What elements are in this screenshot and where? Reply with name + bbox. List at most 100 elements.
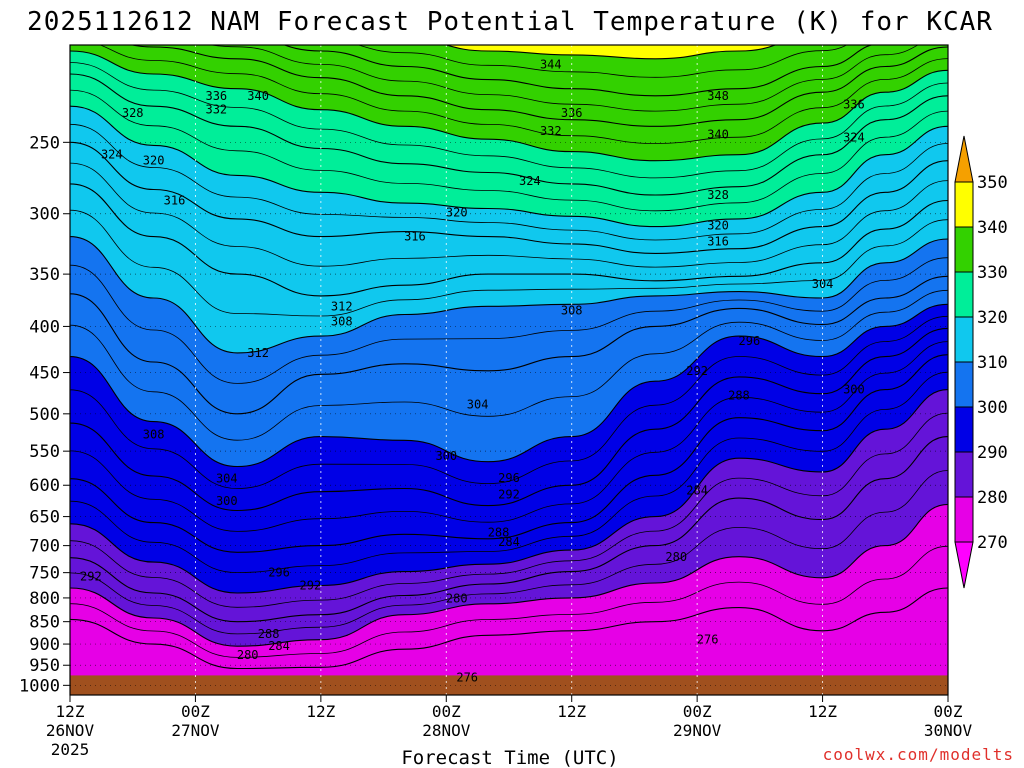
x-tick-date-36: 28NOV: [422, 721, 471, 740]
x-tick-date-0: 26NOV: [46, 721, 95, 740]
isentrope-276: [70, 587, 948, 670]
y-tick-label-850: 850: [29, 613, 60, 633]
ground-terrain: [70, 675, 948, 695]
isentrope-316: [70, 141, 948, 254]
isentrope-306: [70, 257, 948, 384]
contour-label-12: 320: [143, 154, 165, 168]
isentrope-304: [70, 275, 948, 415]
isentrope-278: [70, 545, 948, 658]
colorbar-label-290: 290: [977, 443, 1008, 463]
contour-label-20: 304: [812, 277, 834, 291]
x-tick-date-12: 27NOV: [171, 721, 220, 740]
x-tick-date-84: 30NOV: [924, 721, 973, 740]
y-axis: 2503003504004505005506006507007508008509…: [19, 133, 70, 696]
contour-label-6: 336: [843, 98, 865, 112]
contour-label-23: 308: [331, 314, 353, 328]
isentrope-334: [209, 45, 919, 112]
isentrope-282: [70, 470, 948, 635]
colorbar-swatch-320: [954, 271, 974, 318]
isentrope-286: [70, 412, 948, 608]
colorbar-label-310: 310: [977, 353, 1008, 373]
isentrope-330: [99, 45, 948, 144]
contour-label-31: 300: [435, 449, 457, 463]
colorbar-swatch-340: [954, 181, 974, 228]
isentrope-280: [70, 503, 948, 647]
isentrope-324: [70, 73, 948, 196]
contour-label-14: 328: [707, 188, 729, 202]
y-tick-label-650: 650: [29, 508, 60, 528]
y-tick-label-400: 400: [29, 317, 60, 337]
contour-label-37: 288: [488, 526, 510, 540]
colorbar-swatch-310: [954, 316, 974, 363]
x-tick-date-60: 29NOV: [673, 721, 722, 740]
isentrope-fill-276: [70, 588, 948, 695]
contour-label-1: 348: [707, 89, 729, 103]
x-tick-time-36: 00Z: [432, 702, 461, 721]
contour-label-24: 296: [739, 334, 761, 348]
x-tick-time-48: 12Z: [557, 702, 586, 721]
isentrope-300: [70, 303, 948, 468]
contour-label-17: 320: [707, 218, 729, 232]
colorbar-swatch-290: [954, 406, 974, 453]
y-tick-label-300: 300: [29, 205, 60, 225]
colorbar-label-350: 350: [977, 173, 1008, 193]
colorbar-swatch-330: [954, 226, 974, 273]
y-tick-label-500: 500: [29, 405, 60, 425]
contour-label-2: 340: [247, 89, 269, 103]
isentrope-338: [357, 45, 848, 78]
y-tick-label-350: 350: [29, 265, 60, 285]
contour-label-32: 296: [498, 471, 520, 485]
colorbar-swatch-270: [954, 496, 974, 543]
contour-label-42: 292: [300, 578, 322, 592]
contour-label-13: 324: [519, 174, 541, 188]
isentrope-326: [70, 62, 948, 179]
contour-label-43: 280: [446, 591, 468, 605]
contour-label-27: 300: [843, 383, 865, 397]
isentrope-288: [70, 389, 948, 594]
contour-label-33: 304: [216, 472, 238, 486]
x-tick-year-0: 2025: [51, 740, 90, 759]
contour-label-28: 288: [728, 388, 750, 402]
colorbar-over-arrow: [954, 135, 974, 183]
isentrope-314: [70, 162, 948, 268]
isentrope-336: [283, 45, 874, 97]
y-tick-label-450: 450: [29, 364, 60, 384]
y-tick-label-550: 550: [29, 442, 60, 462]
colorbar-label-300: 300: [977, 398, 1008, 418]
colorbar-label-270: 270: [977, 533, 1008, 553]
contour-label-4: 332: [205, 103, 227, 117]
contour-label-21: 312: [331, 299, 353, 313]
y-tick-label-1000: 1000: [19, 676, 60, 696]
x-tick-time-0: 12Z: [56, 702, 85, 721]
isentrope-328: [70, 50, 948, 162]
contour-label-36: 300: [216, 494, 238, 508]
contour-label-44: 288: [258, 627, 280, 641]
contour-label-10: 324: [843, 131, 865, 145]
credit-text: coolwx.com/modelts: [823, 745, 1014, 764]
contour-label-5: 336: [561, 106, 583, 120]
isentrope-318: [70, 123, 948, 241]
contour-label-18: 316: [404, 230, 426, 244]
isentrope-312: [70, 183, 948, 297]
isentrope-284: [70, 436, 948, 623]
contour-label-39: 280: [665, 550, 687, 564]
contour-label-47: 280: [237, 648, 259, 662]
contour-label-25: 312: [247, 346, 269, 360]
isentrope-292: [70, 354, 948, 553]
x-axis-label: Forecast Time (UTC): [401, 747, 618, 768]
isentrope-290: [70, 371, 948, 574]
isentrope-294: [70, 341, 948, 532]
y-tick-label-800: 800: [29, 589, 60, 609]
colorbar-label-330: 330: [977, 263, 1008, 283]
contour-label-8: 332: [540, 124, 562, 138]
contour-label-30: 308: [143, 427, 165, 441]
contour-label-15: 316: [164, 193, 186, 207]
colorbar-swatch-300: [954, 361, 974, 408]
y-tick-label-600: 600: [29, 476, 60, 496]
contour-label-38: 284: [498, 535, 520, 549]
x-tick-time-60: 00Z: [683, 702, 712, 721]
x-tick-time-12: 00Z: [181, 702, 210, 721]
y-tick-label-700: 700: [29, 537, 60, 557]
